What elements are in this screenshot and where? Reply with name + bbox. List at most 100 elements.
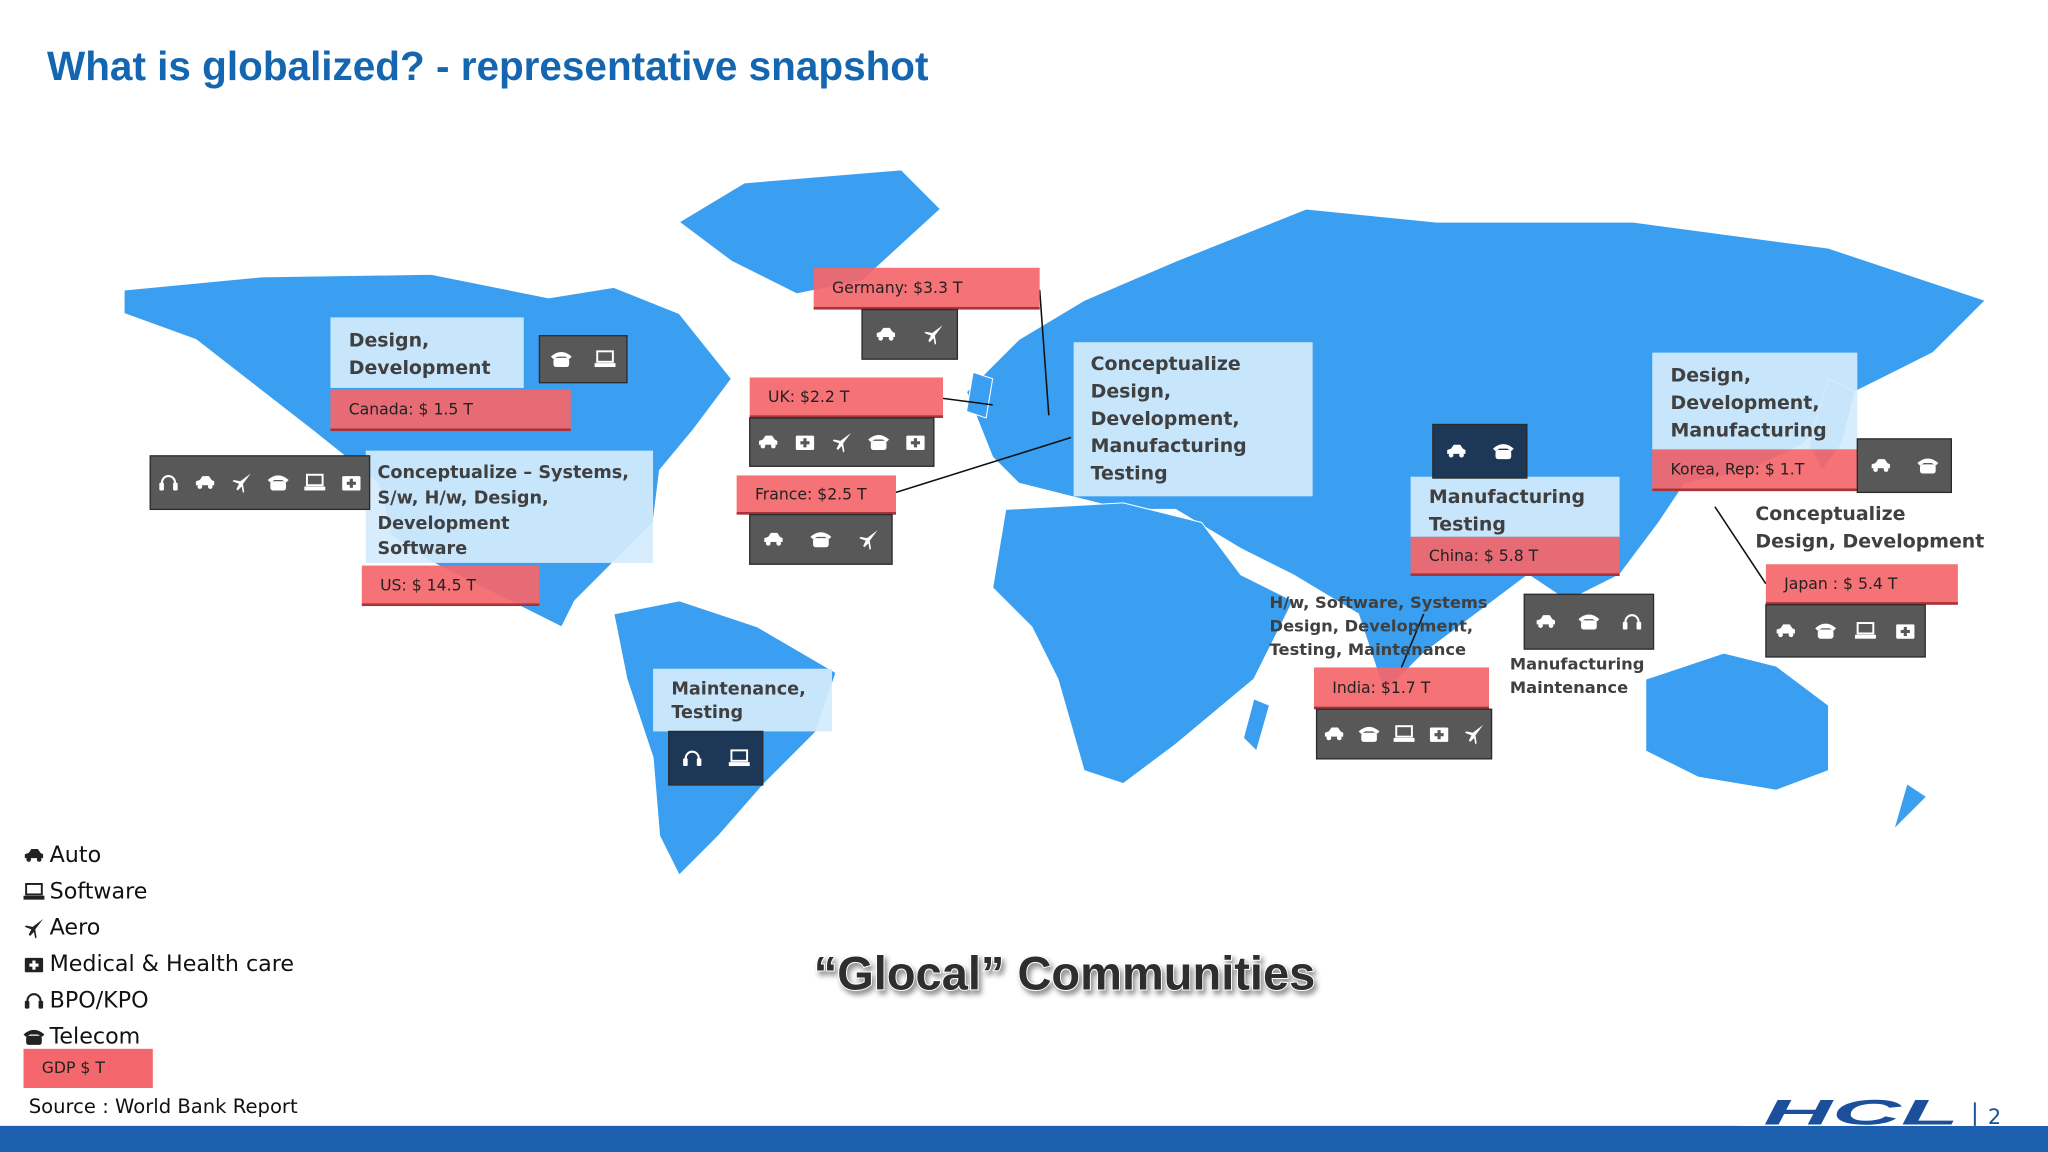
- icon-box: [1856, 438, 1952, 494]
- label-box: [1410, 476, 1620, 537]
- activity-label: Conceptualize: [1755, 503, 1905, 525]
- new-zealand: [1892, 782, 1928, 832]
- car-body: [1871, 459, 1890, 469]
- gdp-label: Japan : $ 5.4 T: [1783, 574, 1898, 593]
- icon-software: [594, 350, 616, 368]
- icon-auto: [876, 327, 896, 341]
- icon-auto: [1447, 444, 1466, 458]
- wheel: [1326, 735, 1332, 741]
- activity-label: Testing: [1429, 514, 1506, 536]
- activity-label: Design,: [349, 329, 430, 351]
- keyboard: [304, 486, 326, 491]
- activity-label: Development: [349, 357, 491, 379]
- gdp-box: [736, 475, 896, 515]
- icon-medical: [906, 435, 925, 450]
- icon-telecom: [1492, 444, 1514, 460]
- gdp-box-edge: [1765, 602, 1958, 605]
- headset: [160, 475, 177, 487]
- keyboard: [728, 762, 750, 767]
- leader-line: [895, 436, 1072, 494]
- activity-label: Conceptualize – Systems,: [377, 463, 628, 483]
- icon-telecom: [1917, 458, 1939, 474]
- icon-bpo: [1622, 614, 1642, 630]
- gdp-box: [1410, 536, 1620, 576]
- icon-bpo: [683, 750, 702, 767]
- plane: [832, 432, 851, 453]
- region: Design, Development, Manufacturing Korea, R…: [1652, 352, 1952, 494]
- icon-auto: [195, 476, 215, 489]
- wheel: [1448, 452, 1454, 458]
- wheel: [1538, 623, 1543, 628]
- region: Manufacturing Testing China: $ 5.8 T: [1410, 423, 1620, 576]
- label-box: [1652, 352, 1858, 451]
- activity-label: Testing: [1091, 463, 1168, 485]
- gdp-label: Canada: $ 1.5 T: [349, 400, 474, 419]
- region: Design, Development Canada: $ 1.5 T: [330, 317, 628, 432]
- icon-box: [861, 308, 959, 360]
- gdp-box: [749, 377, 944, 418]
- activity-label: S/w, H/w, Design,: [377, 488, 548, 508]
- gdp-label: UK: $2.2 T: [768, 387, 850, 406]
- phone-base: [270, 481, 287, 491]
- leader-line: [1400, 613, 1425, 668]
- legend-label: Medical & Health care: [50, 951, 294, 977]
- icon-telecom: [23, 1029, 45, 1045]
- handset: [1578, 614, 1600, 622]
- phone-base: [870, 440, 887, 450]
- activity-label: Design, Development: [1755, 531, 1984, 553]
- region: Maintenance, Testing: [653, 668, 832, 786]
- icon-medical: [1429, 727, 1449, 742]
- legend-label: Aero: [50, 915, 101, 941]
- label-box: [365, 450, 654, 563]
- region: Conceptualize Design, Development Japan : …: [1714, 503, 1984, 658]
- page-number: 2: [1988, 1105, 2001, 1129]
- cross-h: [800, 441, 810, 445]
- icon-aero: [24, 918, 44, 939]
- logo: HCL: [1763, 1094, 1959, 1133]
- wheel: [1336, 735, 1342, 741]
- wheel: [878, 335, 884, 341]
- label-box: [653, 668, 832, 732]
- icon-box: [1315, 708, 1493, 760]
- keyboard: [1855, 634, 1876, 639]
- africa: [992, 502, 1294, 785]
- region: Conceptualize Design, Development, Manufact…: [1073, 342, 1313, 497]
- icon-telecom: [1578, 614, 1600, 630]
- keyboard: [1393, 737, 1415, 742]
- activity-label: Design, Development,: [1270, 616, 1474, 635]
- region: Conceptualize – Systems, S/w, H/w, Design…: [149, 450, 654, 607]
- ear: [1622, 621, 1628, 630]
- activity-label: Maintenance: [1510, 678, 1628, 697]
- ear: [159, 482, 164, 491]
- handset: [1815, 623, 1837, 631]
- phone-base: [26, 1035, 42, 1045]
- keyboard: [23, 895, 45, 900]
- headset: [26, 993, 42, 1005]
- gdp-label: India: $1.7 T: [1332, 678, 1431, 697]
- handset: [810, 532, 832, 540]
- icon-auto: [24, 848, 44, 862]
- cross-h: [1434, 733, 1444, 737]
- regions: Design, Development Canada: $ 1.5 T Concept…: [149, 267, 1984, 786]
- gdp-label: France: $2.5 T: [755, 485, 867, 504]
- screen: [305, 473, 324, 487]
- activity-label: Manufacturing: [1671, 420, 1827, 442]
- wheel: [36, 857, 42, 862]
- icon-telecom: [868, 434, 890, 450]
- phone-base: [1920, 464, 1936, 474]
- headset: [1624, 614, 1640, 626]
- activity-label: Manufacturing: [1429, 486, 1585, 508]
- icon-software: [1393, 725, 1415, 742]
- icon-medical: [342, 476, 361, 491]
- wheel: [776, 540, 782, 546]
- icon-telecom: [550, 352, 572, 368]
- label-box: [330, 317, 524, 388]
- icon-box: [149, 455, 371, 511]
- wheel: [1548, 623, 1554, 628]
- gdp-label: Germany: $3.3 T: [832, 278, 963, 297]
- gdp-box-edge: [1652, 488, 1858, 492]
- activity-label: Conceptualize: [1091, 353, 1241, 375]
- ear: [1636, 621, 1642, 630]
- car-body: [195, 476, 215, 486]
